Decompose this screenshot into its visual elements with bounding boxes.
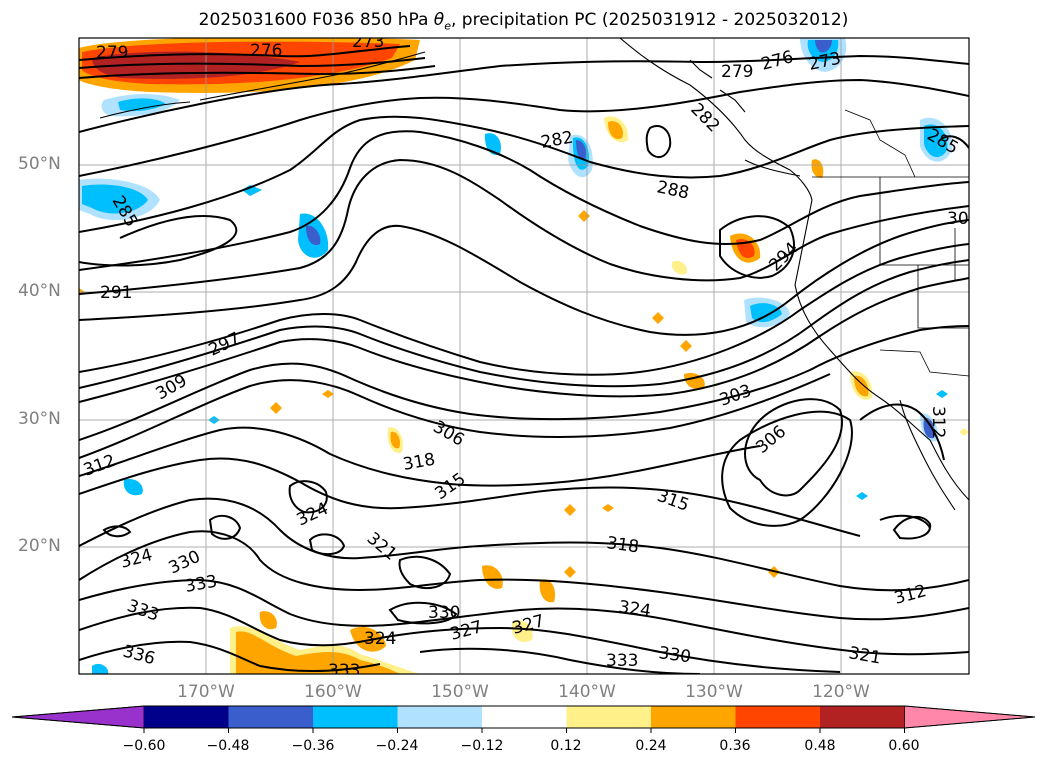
title-theta-sub: e — [444, 19, 451, 33]
colorbar-tick: −0.48 — [206, 738, 250, 754]
map-frame — [78, 37, 970, 675]
lon-label-140w: 140°W — [558, 682, 616, 702]
figure-title: 2025031600 F036 850 hPa θe, precipitatio… — [0, 10, 1047, 32]
lat-label-20n: 20°N — [18, 536, 61, 556]
colorbar-tick: 0.60 — [888, 738, 920, 754]
colorbar-tick: −0.60 — [122, 738, 166, 754]
contour-label: 312 — [928, 406, 948, 438]
contour-label: 279 — [721, 62, 753, 82]
contour-label: 330 — [428, 603, 460, 623]
contour-label: 324 — [617, 597, 652, 621]
contour-label: 291 — [100, 283, 132, 303]
lat-label-30n: 30°N — [18, 409, 61, 429]
lon-label-170w: 170°W — [177, 682, 235, 702]
title-run: 2025031600 F036 850 hPa — [198, 10, 429, 30]
contour-label: 279 — [96, 43, 128, 63]
lat-label-40n: 40°N — [18, 281, 61, 301]
title-rest: , precipitation PC (2025031912 - 2025032… — [450, 10, 849, 30]
theta-e-contours — [79, 45, 969, 674]
contour-label: 276 — [250, 41, 282, 61]
contour-label: 330 — [657, 643, 692, 667]
precipitation-shading — [79, 38, 969, 674]
colorbar-tick: −0.12 — [460, 738, 504, 754]
lon-label-130w: 130°W — [685, 682, 743, 702]
colorbar-tick: −0.24 — [375, 738, 419, 754]
lon-label-150w: 150°W — [431, 682, 489, 702]
colorbar-tick: 0.24 — [635, 738, 667, 754]
contour-label: 300 — [947, 209, 979, 229]
coastlines — [99, 38, 969, 511]
lon-label-160w: 160°W — [304, 682, 362, 702]
title-theta: θ — [433, 10, 445, 30]
lat-label-50n: 50°N — [18, 154, 61, 174]
contour-label: 273 — [352, 32, 384, 52]
contour-label: 333 — [328, 661, 360, 681]
lon-label-120w: 120°W — [812, 682, 870, 702]
colorbar-tick: 0.12 — [550, 738, 582, 754]
colorbar-tick: 0.36 — [719, 738, 751, 754]
contour-label: 324 — [364, 629, 396, 649]
contour-label: 333 — [606, 651, 638, 671]
contour-label: 318 — [605, 533, 640, 557]
colorbar-tick: 0.48 — [804, 738, 836, 754]
colorbar-tick: −0.36 — [291, 738, 335, 754]
